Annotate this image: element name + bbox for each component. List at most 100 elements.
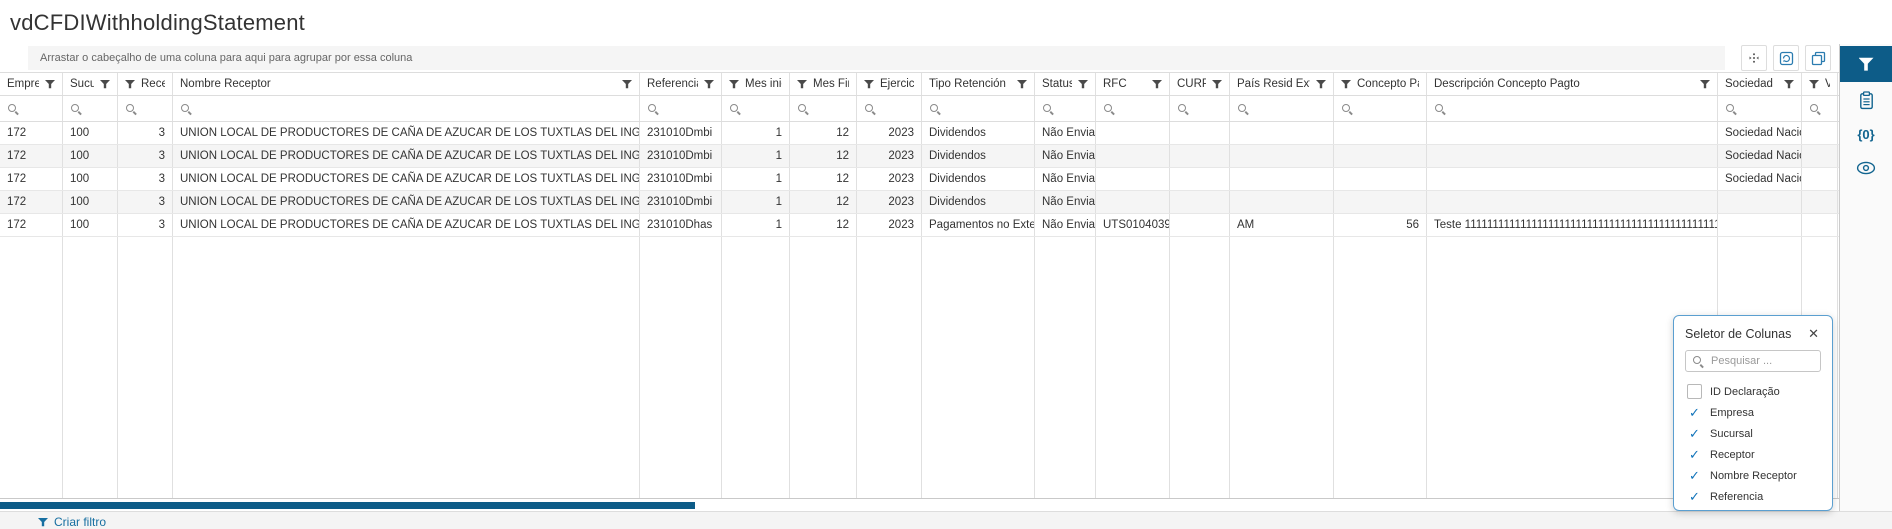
cell-pa-s-resid-extranj bbox=[1230, 168, 1334, 190]
filter-cell-descripci-n-concepto-pagto[interactable] bbox=[1427, 96, 1718, 121]
filter-icon[interactable] bbox=[1212, 80, 1222, 89]
filter-cell-mes-inicio[interactable] bbox=[722, 96, 790, 121]
table-row[interactable]: 172 100 3 UNION LOCAL DE PRODUCTORES DE CAÑ… bbox=[0, 191, 1839, 214]
empty-cell bbox=[722, 237, 790, 498]
filter-icon[interactable] bbox=[797, 80, 807, 89]
cell-v bbox=[1802, 168, 1838, 190]
filter-cell-receptor[interactable] bbox=[118, 96, 173, 121]
filter-icon[interactable] bbox=[1700, 80, 1710, 89]
column-chooser-search[interactable] bbox=[1685, 350, 1821, 372]
column-header-mes-fin[interactable]: Mes Fin bbox=[790, 73, 857, 95]
cell-nombre-receptor: UNION LOCAL DE PRODUCTORES DE CAÑA DE AZ… bbox=[173, 214, 640, 236]
cell-tipo-retenci-n: Dividendos bbox=[922, 168, 1035, 190]
checkbox-checked-icon[interactable]: ✓ bbox=[1687, 489, 1702, 504]
column-header-tipo-retenci-n[interactable]: Tipo Retención bbox=[922, 73, 1035, 95]
group-panel[interactable]: Arrastar o cabeçalho de uma coluna para … bbox=[28, 46, 1725, 70]
close-icon[interactable]: ✕ bbox=[1808, 326, 1819, 341]
column-chooser-item-receptor[interactable]: ✓ Receptor bbox=[1685, 444, 1821, 465]
filter-cell-pa-s-resid-extranj[interactable] bbox=[1230, 96, 1334, 121]
cell-sociedad: Sociedad Nacional bbox=[1718, 168, 1802, 190]
horizontal-scrollbar-thumb[interactable] bbox=[0, 502, 695, 509]
filter-icon[interactable] bbox=[1784, 80, 1794, 89]
column-header-descripci-n-concepto-pagto[interactable]: Descripción Concepto Pagto bbox=[1427, 73, 1718, 95]
column-header-mes-inicio[interactable]: Mes inicio bbox=[722, 73, 790, 95]
column-header-v[interactable]: V bbox=[1802, 73, 1838, 95]
checkbox-unchecked-icon[interactable] bbox=[1687, 384, 1702, 399]
column-header-concepto-pagto[interactable]: Concepto Pagto bbox=[1334, 73, 1427, 95]
filter-icon[interactable] bbox=[729, 80, 739, 89]
column-header-sucursal[interactable]: Sucursal bbox=[63, 73, 118, 95]
column-chooser-item-sucursal[interactable]: ✓ Sucursal bbox=[1685, 423, 1821, 444]
cell-nombre-receptor: UNION LOCAL DE PRODUCTORES DE CAÑA DE AZ… bbox=[173, 191, 640, 213]
braces-icon: {0} bbox=[1857, 126, 1875, 142]
choose-columns-button[interactable] bbox=[1741, 45, 1767, 71]
filter-icon[interactable] bbox=[1316, 80, 1326, 89]
table-row[interactable]: 172 100 3 UNION LOCAL DE PRODUCTORES DE CAÑ… bbox=[0, 122, 1839, 145]
copy-button[interactable] bbox=[1805, 45, 1831, 71]
cell-ejercicio: 2023 bbox=[857, 122, 922, 144]
filter-cell-mes-fin[interactable] bbox=[790, 96, 857, 121]
filter-cell-sociedad[interactable] bbox=[1718, 96, 1802, 121]
column-header-receptor[interactable]: Receptor bbox=[118, 73, 173, 95]
filter-icon[interactable] bbox=[1078, 80, 1088, 89]
filter-cell-sucursal[interactable] bbox=[63, 96, 118, 121]
empty-cell bbox=[1035, 237, 1096, 498]
column-header-empresa[interactable]: Empresa bbox=[0, 73, 63, 95]
filter-cell-tipo-retenci-n[interactable] bbox=[922, 96, 1035, 121]
checkbox-checked-icon[interactable]: ✓ bbox=[1687, 426, 1702, 441]
column-header-referencia[interactable]: Referencia bbox=[640, 73, 722, 95]
table-row[interactable]: 172 100 3 UNION LOCAL DE PRODUCTORES DE CAÑ… bbox=[0, 145, 1839, 168]
filter-icon[interactable] bbox=[1341, 80, 1351, 89]
filter-icon[interactable] bbox=[704, 80, 714, 89]
filter-icon[interactable] bbox=[864, 80, 874, 89]
checkbox-checked-icon[interactable]: ✓ bbox=[1687, 468, 1702, 483]
checkbox-checked-icon[interactable]: ✓ bbox=[1687, 405, 1702, 420]
filter-cell-concepto-pagto[interactable] bbox=[1334, 96, 1427, 121]
filter-icon[interactable] bbox=[100, 80, 110, 89]
create-filter-button[interactable]: Criar filtro bbox=[38, 515, 1892, 529]
filter-icon[interactable] bbox=[622, 80, 632, 89]
filter-icon[interactable] bbox=[1809, 80, 1819, 89]
checkbox-checked-icon[interactable]: ✓ bbox=[1687, 447, 1702, 462]
search-input[interactable] bbox=[1709, 354, 1814, 368]
cell-referencia: 231010Dmbi bbox=[640, 145, 722, 167]
column-header-status[interactable]: Status bbox=[1035, 73, 1096, 95]
export-button[interactable] bbox=[1773, 45, 1799, 71]
filter-cell-ejercicio[interactable] bbox=[857, 96, 922, 121]
preview-button[interactable] bbox=[1840, 152, 1892, 184]
table-row[interactable]: 172 100 3 UNION LOCAL DE PRODUCTORES DE CAÑ… bbox=[0, 214, 1839, 237]
filter-cell-v[interactable] bbox=[1802, 96, 1838, 121]
clipboard-button[interactable] bbox=[1840, 84, 1892, 116]
column-chooser-item-referencia[interactable]: ✓ Referencia bbox=[1685, 486, 1821, 507]
filter-panel-button[interactable] bbox=[1840, 46, 1892, 82]
filter-cell-curp[interactable] bbox=[1170, 96, 1230, 121]
filter-icon[interactable] bbox=[1017, 80, 1027, 89]
table-row[interactable]: 172 100 3 UNION LOCAL DE PRODUCTORES DE CAÑ… bbox=[0, 168, 1839, 191]
parameters-button[interactable]: {0} bbox=[1840, 118, 1892, 150]
filter-icon[interactable] bbox=[45, 80, 55, 89]
filter-cell-status[interactable] bbox=[1035, 96, 1096, 121]
search-icon bbox=[864, 103, 876, 115]
filter-icon[interactable] bbox=[1152, 80, 1162, 89]
column-header-pa-s-resid-extranj[interactable]: País Resid Extranj bbox=[1230, 73, 1334, 95]
filter-cell-referencia[interactable] bbox=[640, 96, 722, 121]
filter-cell-nombre-receptor[interactable] bbox=[173, 96, 640, 121]
cell-ejercicio: 2023 bbox=[857, 168, 922, 190]
filter-cell-rfc[interactable] bbox=[1096, 96, 1170, 121]
cell-empresa: 172 bbox=[0, 214, 63, 236]
filter-cell-empresa[interactable] bbox=[0, 96, 63, 121]
cell-mes-inicio: 1 bbox=[722, 191, 790, 213]
horizontal-scrollbar[interactable] bbox=[0, 501, 1839, 511]
column-chooser-item-empresa[interactable]: ✓ Empresa bbox=[1685, 402, 1821, 423]
cell-curp bbox=[1170, 122, 1230, 144]
column-chooser-item-id-declara-o[interactable]: ID Declaração bbox=[1685, 381, 1821, 402]
column-header-nombre-receptor[interactable]: Nombre Receptor bbox=[173, 73, 640, 95]
cell-sociedad: Sociedad Nacional bbox=[1718, 145, 1802, 167]
column-header-rfc[interactable]: RFC bbox=[1096, 73, 1170, 95]
column-header-sociedad[interactable]: Sociedad bbox=[1718, 73, 1802, 95]
column-header-ejercicio[interactable]: Ejercicio bbox=[857, 73, 922, 95]
column-chooser-item-nombre-receptor[interactable]: ✓ Nombre Receptor bbox=[1685, 465, 1821, 486]
filter-icon[interactable] bbox=[125, 80, 135, 89]
